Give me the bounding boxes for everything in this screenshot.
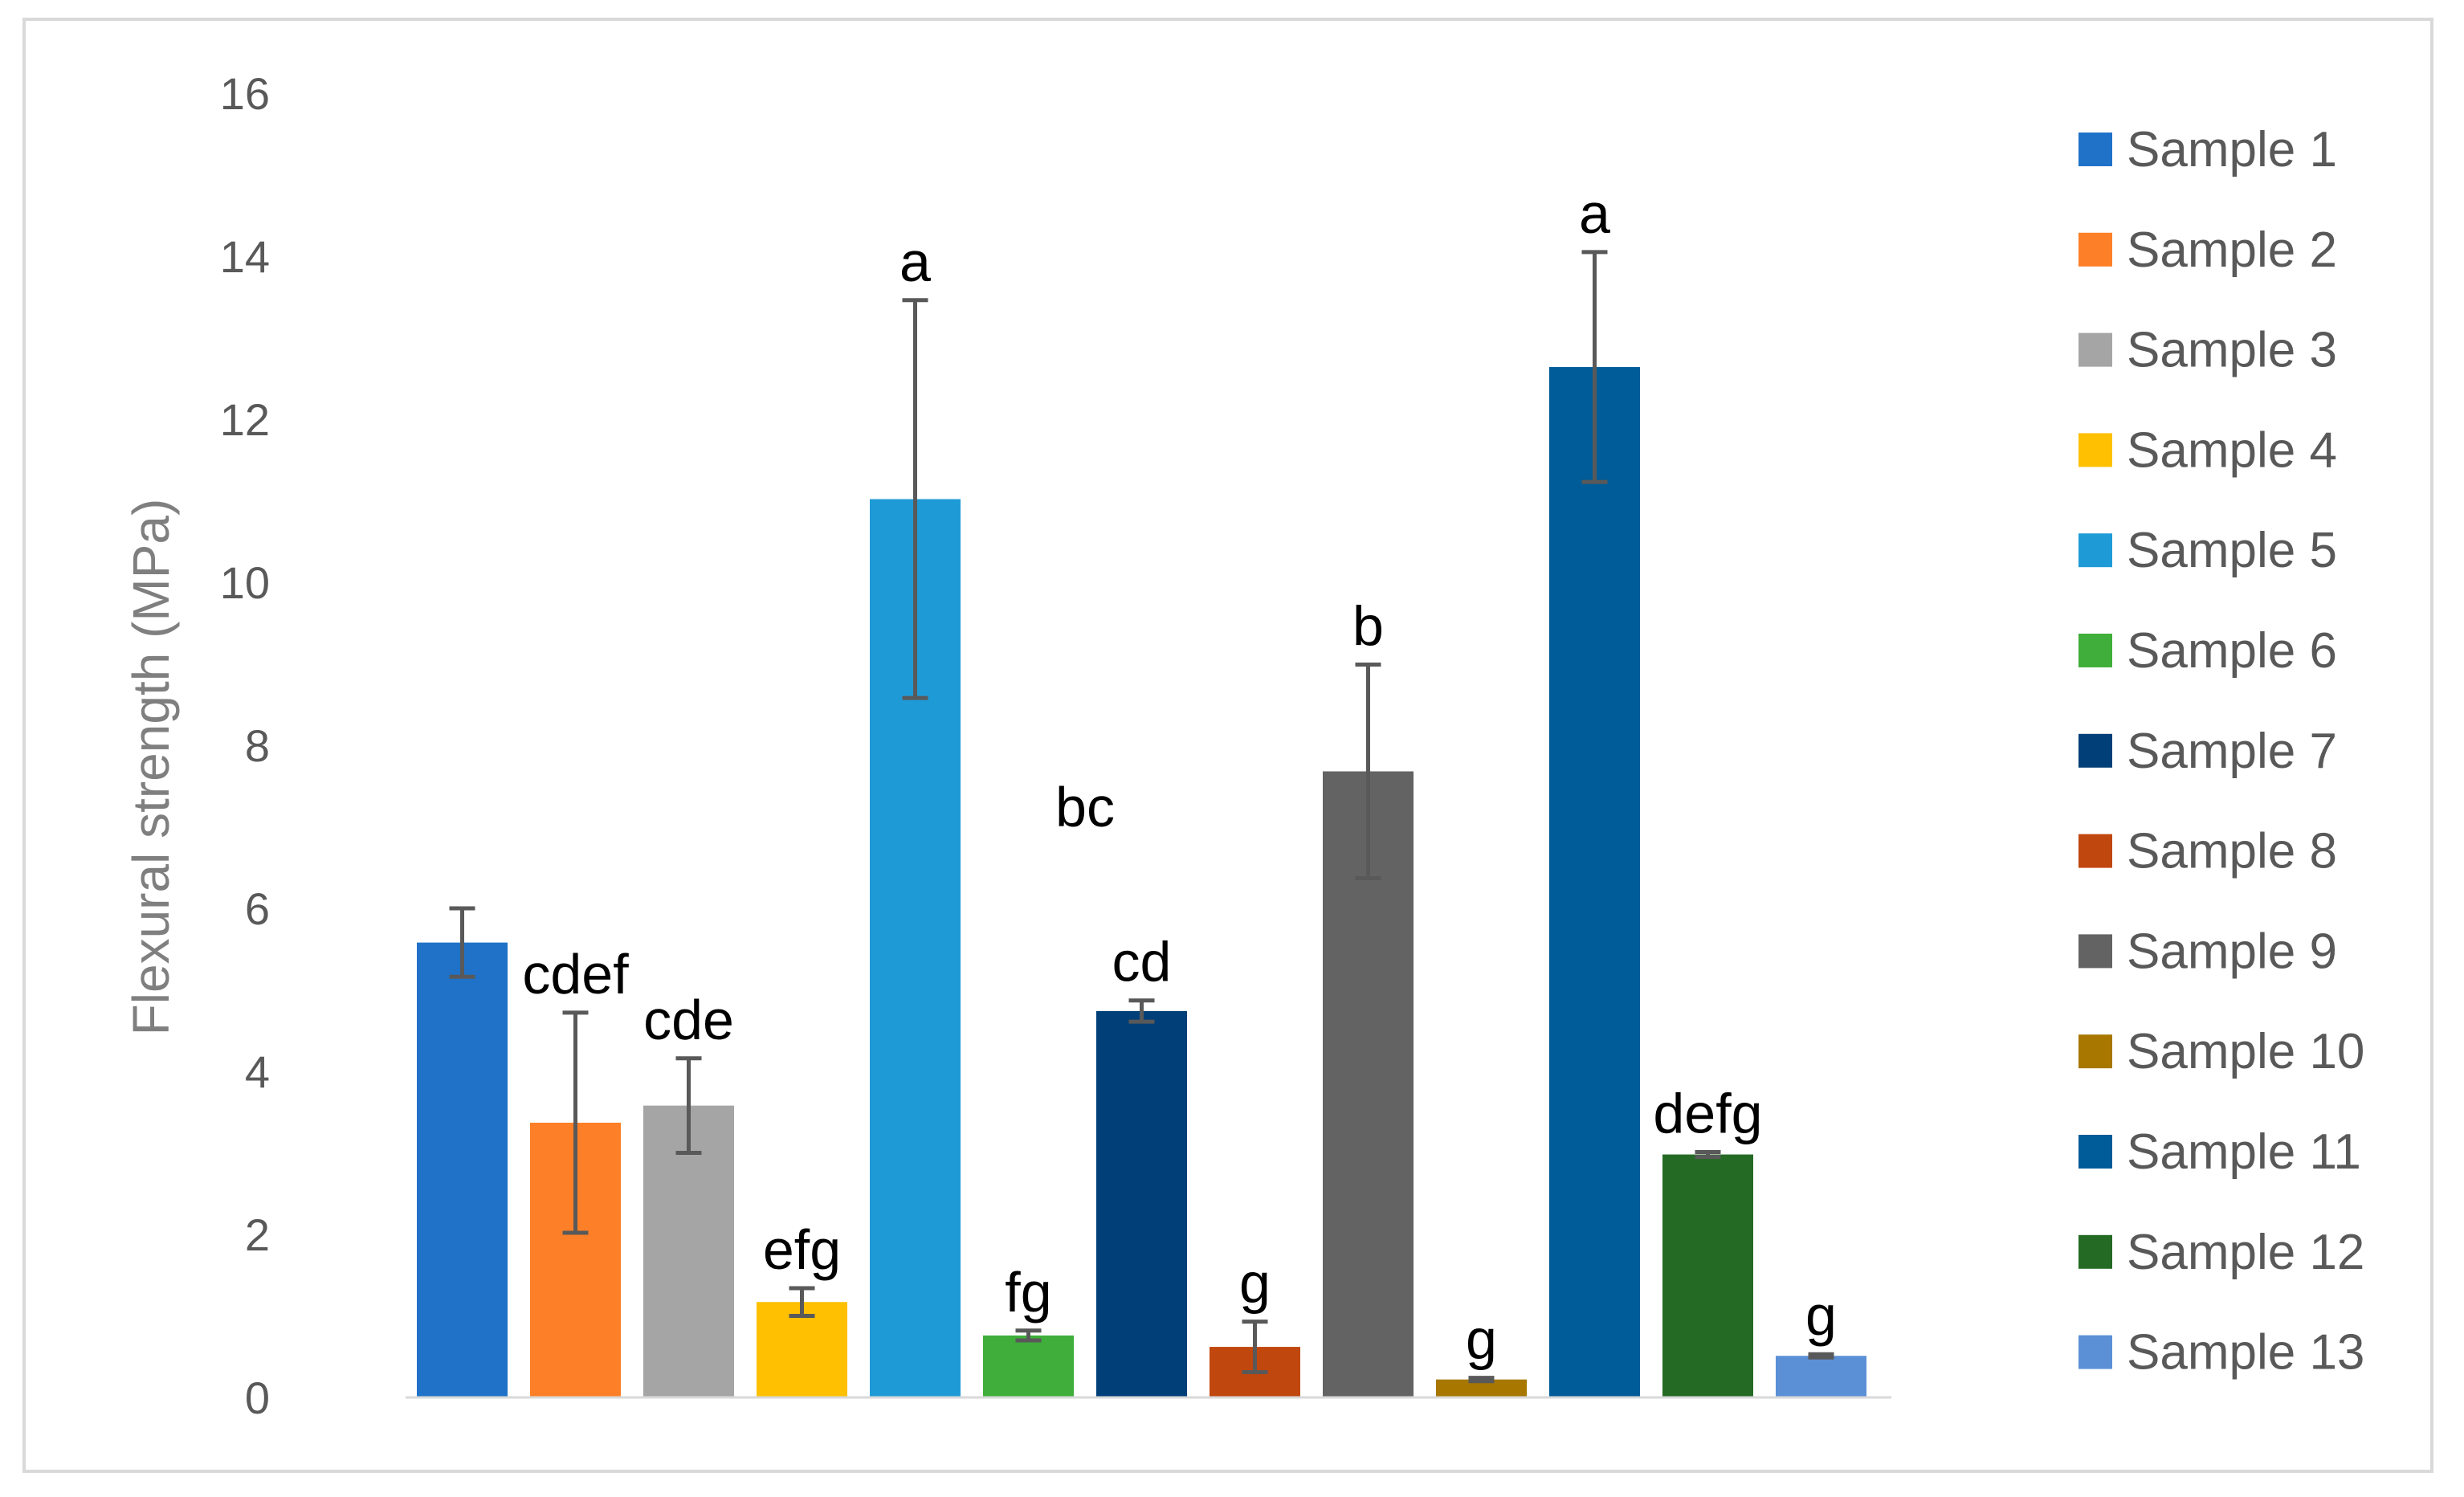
significance-label: a — [1579, 182, 1610, 245]
significance-label: g — [1805, 1284, 1837, 1347]
y-tick-label: 6 — [245, 883, 270, 934]
significance-label: cd — [1112, 931, 1172, 993]
legend-swatch — [2078, 1335, 2112, 1369]
significance-label: b — [1352, 595, 1384, 658]
significance-label: a — [900, 230, 931, 293]
legend-label: Sample 1 — [2127, 122, 2337, 177]
y-tick-label: 12 — [220, 394, 270, 445]
significance-label: g — [1239, 1252, 1271, 1315]
legend-label: Sample 12 — [2127, 1225, 2364, 1280]
legend-swatch — [2078, 634, 2112, 667]
bar — [1436, 1379, 1527, 1397]
legend-label: Sample 13 — [2127, 1325, 2364, 1381]
legend-label: Sample 3 — [2127, 323, 2337, 378]
legend-swatch — [2078, 533, 2112, 568]
legend: Sample 1 Sample 2 Sample 3 Sample 4 Sample 5… — [2078, 122, 2364, 1381]
error-bars — [449, 250, 1834, 1384]
y-tick-label: 10 — [220, 557, 270, 608]
legend-swatch — [2078, 332, 2112, 367]
legend-label: Sample 2 — [2127, 222, 2337, 278]
y-tick-label: 0 — [245, 1373, 270, 1423]
legend-label: Sample 4 — [2127, 422, 2337, 478]
significance-label: efg — [763, 1218, 841, 1281]
bar — [983, 1335, 1074, 1397]
legend-swatch — [2078, 733, 2112, 768]
legend-swatch — [2078, 1135, 2112, 1169]
legend-swatch — [2078, 1234, 2112, 1269]
bar — [1662, 1154, 1753, 1397]
legend-swatch — [2078, 232, 2112, 267]
significance-label: g — [1466, 1308, 1497, 1371]
legend-label: Sample 9 — [2127, 924, 2337, 979]
y-tick-label: 2 — [245, 1209, 270, 1260]
bar — [417, 942, 508, 1397]
y-axis-ticks: 0 2 4 6 8 10 12 14 16 — [220, 68, 270, 1423]
bar — [1549, 367, 1640, 1397]
y-axis-title: Flexural strength (MPa) — [122, 499, 180, 1036]
significance-label: cde — [643, 989, 734, 1051]
legend-swatch — [2078, 1034, 2112, 1069]
legend-label: Sample 11 — [2127, 1124, 2361, 1180]
legend-swatch — [2078, 133, 2112, 166]
bar — [757, 1302, 847, 1397]
significance-label: fg — [1005, 1261, 1051, 1324]
legend-swatch — [2078, 433, 2112, 467]
legend-swatch — [2078, 834, 2112, 868]
legend-label: Sample 5 — [2127, 523, 2337, 578]
significance-label: cdef — [522, 943, 629, 1005]
y-tick-label: 16 — [220, 68, 270, 119]
bar — [1776, 1356, 1866, 1397]
bar — [1096, 1010, 1187, 1397]
legend-label: Sample 7 — [2127, 724, 2337, 779]
legend-label: Sample 8 — [2127, 824, 2337, 879]
y-tick-label: 4 — [245, 1046, 270, 1097]
legend-label: Sample 6 — [2127, 623, 2337, 679]
legend-label: Sample 10 — [2127, 1024, 2364, 1079]
y-tick-label: 8 — [245, 720, 270, 771]
significance-label: defg — [1653, 1082, 1762, 1144]
legend-swatch — [2078, 934, 2112, 969]
bars — [417, 367, 1866, 1397]
y-tick-label: 14 — [220, 231, 270, 282]
significance-label: bc — [1055, 776, 1115, 838]
